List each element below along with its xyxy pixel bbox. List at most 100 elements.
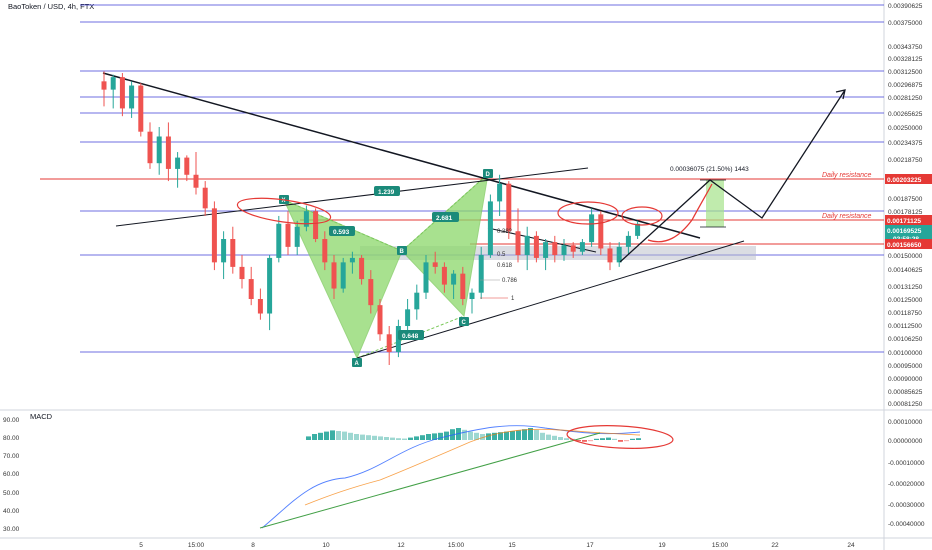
- point-d-bg: [483, 169, 493, 178]
- macd-right-tick-label: -0.00010000: [888, 460, 925, 467]
- candle-body: [543, 242, 549, 258]
- price-tick-label: 0.00125000: [888, 297, 923, 304]
- ratio-tag-1239: 1.239: [374, 186, 400, 196]
- candle-body: [248, 279, 254, 299]
- macd-hist-bar: [348, 432, 353, 440]
- macd-right-tick-label: -0.00030000: [888, 502, 925, 509]
- ascending-channel-top[interactable]: [115, 167, 589, 227]
- price-tick-label: 0.00281250: [888, 95, 923, 102]
- point-d-text: D: [486, 172, 491, 178]
- candle-body: [110, 77, 116, 90]
- projection-path-black[interactable]: [619, 89, 846, 263]
- macd-hist-bar: [540, 432, 545, 440]
- candle-body: [119, 77, 125, 109]
- macd-hist-bar: [582, 440, 587, 442]
- target-range-box: [706, 180, 724, 227]
- price-tag-1-bg: [885, 215, 932, 225]
- macd-pane-title: MACD: [30, 412, 53, 421]
- candle-body: [423, 262, 429, 293]
- price-tag-0-bg: [885, 174, 932, 184]
- macd-hist-bar: [366, 435, 371, 440]
- candle-body: [515, 231, 521, 255]
- point-c-text: C: [462, 320, 467, 326]
- ratio-tag-1239-text: 1.239: [378, 189, 395, 196]
- price-tick-label: 0.00095000: [888, 363, 923, 370]
- price-tick-label: 0.00343750: [888, 44, 923, 51]
- ratio-tag-0593: 0.593: [329, 226, 355, 236]
- macd-left-tick-label: 40.00: [3, 508, 20, 515]
- resistance-label-upper: Daily resistance: [822, 172, 872, 179]
- candle-body: [276, 223, 282, 258]
- price-tick-label: 0.00187500: [888, 196, 923, 203]
- descending-trendline[interactable]: [102, 72, 701, 239]
- macd-hist-bar: [384, 437, 389, 440]
- point-c: C: [459, 317, 469, 326]
- price-tick-label: 0.00328125: [888, 56, 923, 63]
- price-tag-2: 0.00169525: [885, 225, 932, 235]
- candle-body: [331, 262, 337, 289]
- chart-header-title: BaoToken / USD, 4h, FTX: [8, 2, 94, 11]
- fib-label-05: 0.5: [497, 252, 506, 258]
- candle-body: [635, 223, 641, 236]
- projection-path-red[interactable]: [647, 183, 713, 243]
- macd-hist-bar: [498, 432, 503, 440]
- macd-hist-bar: [420, 435, 425, 440]
- price-tick-label: 0.00112500: [888, 323, 922, 330]
- price-tick-label: 0.00265625: [888, 111, 923, 118]
- time-tick-label: 24: [847, 542, 855, 549]
- macd-hist-bar: [480, 434, 485, 440]
- candle-body: [156, 136, 162, 164]
- projection-arrowhead: [835, 89, 846, 100]
- candle-body: [607, 248, 613, 263]
- candle-body: [625, 235, 631, 247]
- fib-label-0382: 0.382: [497, 229, 513, 235]
- price-tag-3-bg: [885, 234, 932, 243]
- candle-body: [432, 262, 438, 267]
- macd-hist-bar: [528, 428, 533, 440]
- macd-right-tick-label: 0.00000000: [888, 438, 923, 445]
- price-tag-1-text: 0.00171125: [887, 218, 921, 225]
- point-d: D: [483, 169, 493, 178]
- fib-label-0618: 0.618: [497, 263, 513, 269]
- macd-hist-bar: [606, 437, 611, 440]
- candle-body: [524, 235, 530, 255]
- macd-hist-bar: [492, 432, 497, 440]
- ratio-tag-2681: 2.681: [432, 212, 459, 222]
- ratio-tag-2681-text: 2.681: [436, 215, 453, 222]
- time-tick-label: 15:00: [712, 542, 729, 549]
- candle-body: [377, 305, 383, 335]
- candle-body: [294, 226, 300, 247]
- candle-body: [239, 266, 245, 280]
- macd-right-axis: 0.00010000 0.00000000 -0.00010000 -0.000200…: [888, 419, 925, 528]
- inner-descending-line[interactable]: [487, 227, 597, 253]
- candle-body: [598, 214, 604, 249]
- time-axis: 5 15:00 8 10 12 15:00 15 17 19 15:00 22 24: [139, 542, 855, 549]
- point-a: A: [352, 358, 362, 367]
- price-tick-label: 0.00085625: [888, 389, 923, 396]
- target-range-label: 0.00036075 (21.50%) 1443: [670, 166, 749, 173]
- candle-body: [579, 242, 585, 252]
- price-tick-label: 0.00312500: [888, 69, 923, 76]
- candle-body: [147, 131, 153, 164]
- macd-hist-bar: [342, 431, 347, 440]
- macd-hist-bar: [360, 434, 365, 440]
- candle-body: [414, 292, 420, 310]
- candle-body: [441, 266, 447, 285]
- macd-hist-bar: [522, 429, 527, 440]
- candle-body: [129, 85, 135, 109]
- fib-labels: 0.382 0.5 0.618 0.786 1: [480, 229, 518, 302]
- candle-body: [349, 257, 355, 263]
- macd-hist-bar: [396, 438, 401, 440]
- signal-line: [304, 428, 641, 506]
- macd-left-tick-label: 30.00: [3, 526, 20, 533]
- candle-body: [570, 245, 576, 252]
- macd-annotation-circle: [566, 425, 674, 449]
- macd-hist-bar: [594, 438, 599, 440]
- macd-hist-bar: [474, 432, 479, 440]
- annotation-circle-breakout: [621, 206, 663, 226]
- macd-hist-bar: [390, 437, 395, 440]
- macd-hist-bar: [510, 431, 515, 440]
- point-b-bg: [397, 246, 407, 255]
- price-tag-0-text: 0.00203225: [887, 177, 922, 184]
- annotation-circle-d2: [557, 201, 619, 225]
